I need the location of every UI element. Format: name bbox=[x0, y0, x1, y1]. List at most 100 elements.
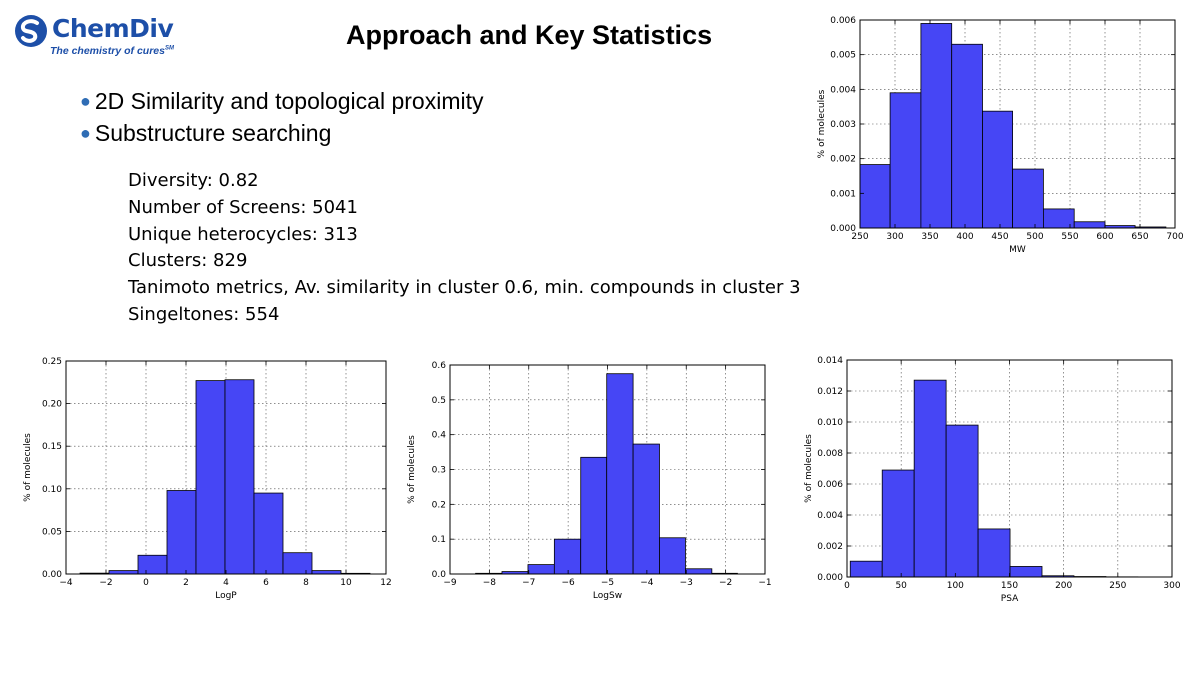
y-tick-label: 0.20 bbox=[42, 400, 62, 410]
stat-singletons: Singeltones: 554 bbox=[128, 303, 280, 325]
page-title: Approach and Key Statistics bbox=[346, 20, 713, 50]
histogram-bar bbox=[606, 373, 634, 575]
y-axis-label: % of molecules bbox=[804, 434, 814, 503]
x-tick-label: −3 bbox=[680, 578, 693, 588]
x-tick-label: 300 bbox=[886, 232, 903, 242]
histogram-bar bbox=[1073, 221, 1106, 229]
y-tick-label: 0.25 bbox=[42, 357, 62, 367]
x-tick-label: 4 bbox=[223, 578, 229, 588]
logsw-histogram: −9 −8 −7 −6 −5 −4 −3 −2 −1 0.0 0.1 0.2 0.3 0.4 0.5 0.6 L… bbox=[407, 361, 772, 601]
histogram-bar bbox=[685, 568, 713, 575]
y-tick-label: 0.012 bbox=[817, 387, 843, 397]
histogram-bar bbox=[224, 379, 255, 575]
histogram-bar bbox=[977, 528, 1011, 578]
x-tick-label: 2 bbox=[183, 578, 189, 588]
approach-list: ● 2D Similarity and topological proximity… bbox=[80, 86, 483, 150]
y-tick-label: 0.008 bbox=[817, 449, 843, 459]
bullet-icon: ● bbox=[80, 123, 91, 143]
x-tick-label: 550 bbox=[1061, 232, 1078, 242]
y-tick-label: 0.6 bbox=[432, 361, 447, 371]
histogram-bar bbox=[553, 538, 582, 575]
y-tick-label: 0.005 bbox=[830, 51, 856, 61]
x-tick-label: −9 bbox=[443, 578, 457, 588]
histogram-bar bbox=[881, 469, 915, 578]
x-tick-label: 8 bbox=[303, 578, 309, 588]
y-tick-label: 0.003 bbox=[830, 120, 856, 130]
y-tick-label: 0.014 bbox=[817, 356, 843, 366]
histogram-bar bbox=[282, 552, 313, 575]
y-tick-label: 0.002 bbox=[830, 155, 856, 165]
histogram-bar bbox=[253, 492, 284, 575]
y-tick-label: 0.000 bbox=[817, 573, 843, 583]
histogram-bar bbox=[951, 43, 983, 229]
stat-diversity: Diversity: 0.82 bbox=[128, 170, 259, 191]
x-tick-label: −5 bbox=[601, 578, 614, 588]
stat-heterocycles: Unique heterocycles: 313 bbox=[128, 223, 358, 245]
y-tick-label: 0.006 bbox=[830, 16, 856, 26]
y-tick-label: 0.1 bbox=[432, 535, 446, 545]
histogram-bar bbox=[311, 570, 342, 575]
x-tick-label: 100 bbox=[947, 581, 964, 591]
mw-histogram: 250 300 350 400 450 500 550 600 650 700 0.000 0.001… bbox=[817, 16, 1184, 255]
histogram-bar bbox=[580, 456, 608, 575]
x-axis-label: MW bbox=[1009, 245, 1026, 255]
histogram-bar bbox=[137, 554, 168, 575]
stat-clusters: Clusters: 829 bbox=[128, 250, 248, 272]
histogram-bar bbox=[527, 564, 555, 575]
y-axis-label: % of molecules bbox=[23, 433, 33, 502]
histogram-bar bbox=[982, 110, 1014, 229]
x-tick-label: 500 bbox=[1026, 232, 1043, 242]
x-tick-label: −4 bbox=[640, 578, 654, 588]
x-tick-label: −2 bbox=[99, 578, 112, 588]
list-item: ● 2D Similarity and topological proximity bbox=[80, 88, 484, 114]
y-tick-label: 0.004 bbox=[830, 85, 856, 95]
x-tick-label: 700 bbox=[1166, 232, 1183, 242]
logo-wordmark: ChemDiv bbox=[52, 14, 174, 43]
x-tick-label: 450 bbox=[991, 232, 1008, 242]
y-tick-label: 0.3 bbox=[432, 466, 446, 476]
logo-tagline: The chemistry of curesSM bbox=[50, 45, 174, 57]
y-tick-label: 0.004 bbox=[817, 511, 843, 521]
y-tick-label: 0.000 bbox=[830, 224, 856, 234]
x-tick-label: 400 bbox=[956, 232, 973, 242]
y-axis-label: % of molecules bbox=[407, 435, 417, 504]
x-tick-label: 12 bbox=[380, 578, 391, 588]
histogram-bar bbox=[1009, 566, 1043, 578]
stat-tanimoto: Tanimoto metrics, Av. similarity in clus… bbox=[128, 277, 801, 299]
x-axis-label: LogSw bbox=[593, 591, 622, 601]
y-tick-label: 0.00 bbox=[42, 570, 62, 580]
x-tick-label: 250 bbox=[851, 232, 868, 242]
y-tick-label: 0.05 bbox=[42, 527, 62, 537]
x-tick-label: 200 bbox=[1055, 581, 1072, 591]
x-tick-label: −4 bbox=[59, 578, 73, 588]
service-mark: SM bbox=[164, 45, 174, 52]
y-axis-label: % of molecules bbox=[817, 89, 827, 158]
x-tick-label: 50 bbox=[895, 581, 907, 591]
stat-screens: Number of Screens: 5041 bbox=[128, 196, 358, 218]
histogram-bar bbox=[945, 424, 979, 578]
histogram-bar bbox=[166, 490, 197, 575]
histogram-bar bbox=[108, 570, 139, 575]
x-tick-label: 150 bbox=[1001, 581, 1018, 591]
y-tick-label: 0.5 bbox=[432, 396, 446, 406]
histogram-bar bbox=[195, 380, 226, 575]
histogram-bar bbox=[920, 23, 953, 229]
y-tick-label: 0.10 bbox=[42, 485, 62, 495]
bullet-icon: ● bbox=[80, 91, 91, 111]
x-tick-label: −7 bbox=[522, 578, 535, 588]
y-tick-label: 0.4 bbox=[432, 431, 447, 441]
histogram-bar bbox=[632, 443, 660, 575]
histogram-bar bbox=[913, 379, 947, 578]
histogram-bar bbox=[659, 537, 686, 575]
chemdiv-logo-icon bbox=[15, 15, 47, 47]
x-tick-label: 250 bbox=[1109, 581, 1126, 591]
x-tick-label: 6 bbox=[263, 578, 269, 588]
x-tick-label: 650 bbox=[1131, 232, 1148, 242]
y-tick-label: 0.010 bbox=[817, 418, 843, 428]
histogram-bar bbox=[1042, 208, 1075, 229]
x-axis-label: PSA bbox=[1001, 594, 1019, 604]
y-tick-label: 0.0 bbox=[432, 570, 447, 580]
y-tick-label: 0.006 bbox=[817, 480, 843, 490]
x-tick-label: 600 bbox=[1096, 232, 1113, 242]
y-tick-label: 0.15 bbox=[42, 442, 62, 452]
